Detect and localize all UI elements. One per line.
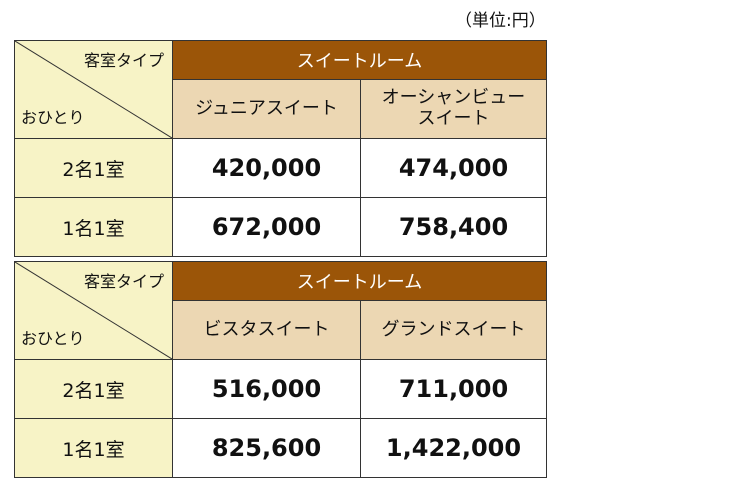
row-label: 2名1室 [14,359,173,419]
corner-top-label: 客室タイプ [83,51,164,70]
diagonal-line [15,41,172,138]
room-type-header: ビスタスイート [172,300,361,360]
price-cell: 1,422,000 [360,418,547,478]
price-cell: 474,000 [360,138,547,198]
price-cell: 672,000 [172,197,361,257]
price-table-2: 客室タイプ おひとり スイートルーム ビスタスイート グランドスイート 2名1室… [14,261,547,478]
price-cell: 420,000 [172,138,361,198]
room-type-header: オーシャンビュー スイート [360,79,547,139]
corner-bottom-label: おひとり [21,329,85,348]
row-label: 2名1室 [14,138,173,198]
price-table-1: 客室タイプ おひとり スイートルーム ジュニアスイート オーシャンビュー スイー… [14,40,547,257]
room-type-header: ジュニアスイート [172,79,361,139]
corner-top-label: 客室タイプ [83,272,164,291]
price-cell: 825,600 [172,418,361,478]
price-cell: 711,000 [360,359,547,419]
group-header: スイートルーム [172,40,547,80]
price-cell: 516,000 [172,359,361,419]
unit-note: （単位:円） [455,11,546,31]
row-label: 1名1室 [14,418,173,478]
group-header: スイートルーム [172,261,547,301]
corner-cell: 客室タイプ おひとり [14,40,173,139]
corner-bottom-label: おひとり [21,108,85,127]
corner-cell: 客室タイプ おひとり [14,261,173,360]
price-cell: 758,400 [360,197,547,257]
diagonal-line [15,262,172,359]
room-type-header: グランドスイート [360,300,547,360]
row-label: 1名1室 [14,197,173,257]
